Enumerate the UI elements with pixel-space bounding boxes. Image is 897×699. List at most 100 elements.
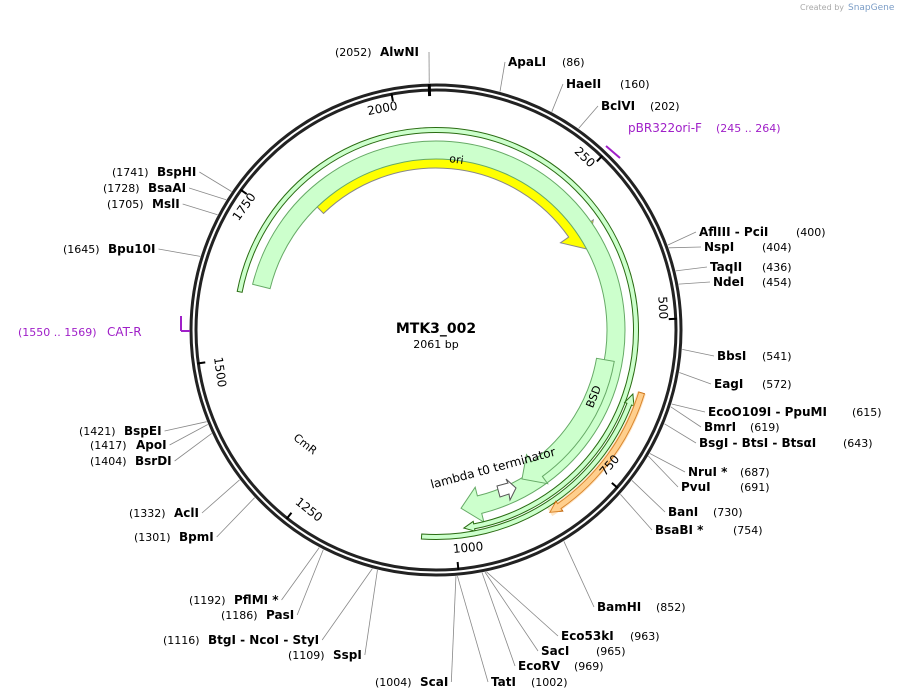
primer-range: (245 .. 264) — [716, 122, 781, 135]
site-name: BsaAI — [148, 181, 186, 195]
site-name: TaqII — [710, 260, 742, 274]
site-name: NruI * — [688, 465, 728, 479]
site-position: (1645) — [63, 243, 100, 256]
site-leader — [281, 547, 320, 601]
site-position: (852) — [656, 601, 686, 614]
site-leader — [484, 571, 539, 652]
site-name: BclVI — [601, 99, 635, 113]
site-name: EagI — [714, 377, 743, 391]
site-name: BspEI — [124, 424, 162, 438]
site-name: PasI — [266, 608, 294, 622]
site-leader — [321, 568, 373, 641]
site-name: ApaLI — [508, 55, 546, 69]
site-name: AclI — [174, 506, 199, 520]
site-name: ScaI — [420, 675, 448, 689]
site-leader — [164, 421, 207, 432]
ruler-label: 500 — [655, 296, 670, 320]
site-position: (1109) — [288, 649, 325, 662]
bsd-arrow — [521, 357, 615, 485]
site-position: (400) — [796, 226, 826, 239]
site-leader — [450, 576, 457, 683]
feature-shapes — [236, 127, 646, 540]
site-position: (1705) — [107, 198, 144, 211]
site-leader — [678, 281, 711, 285]
site-position: (687) — [740, 466, 770, 479]
site-name: TatI — [491, 675, 516, 689]
orange-arrow — [549, 391, 646, 513]
site-leader — [668, 246, 702, 249]
green-arrow — [236, 127, 639, 532]
site-name: BamHI — [597, 600, 641, 614]
primer-name: pBR322ori-F — [628, 121, 702, 135]
ruler-tick — [596, 154, 604, 163]
site-position: (86) — [562, 56, 585, 69]
site-leader — [620, 494, 653, 531]
site-name: BspHI — [157, 165, 196, 179]
site-position: (404) — [762, 241, 792, 254]
site-position: (1002) — [531, 676, 568, 689]
site-leader — [199, 171, 232, 192]
site-name: BpmI — [179, 530, 214, 544]
backbone-outer — [189, 83, 683, 577]
site-leader — [169, 424, 208, 446]
site-leader — [578, 105, 599, 129]
site-name: NspI — [704, 240, 734, 254]
site-name: BbsI — [717, 349, 746, 363]
site-position: (643) — [843, 437, 873, 450]
terminator-arrow — [496, 478, 517, 502]
site-position: (619) — [750, 421, 780, 434]
primer-range: (1550 .. 1569) — [18, 326, 97, 339]
site-leader — [648, 455, 679, 488]
site-name: BtgI - NcoI - StyI — [208, 633, 319, 647]
site-leader — [364, 569, 378, 656]
site-name: EcoRV — [518, 659, 561, 673]
site-leader — [499, 61, 506, 92]
watermark-brand: SnapGene — [848, 3, 895, 13]
site-leader — [682, 348, 715, 357]
site-position: (1728) — [103, 182, 140, 195]
site-leader — [563, 541, 595, 608]
site-leader — [201, 479, 240, 514]
site-name: SacI — [541, 644, 569, 658]
site-name: Eco53kI — [561, 629, 614, 643]
ruler-label: 1000 — [452, 539, 484, 556]
site-leader — [296, 549, 324, 616]
site-position: (2052) — [335, 46, 372, 59]
site-leader — [216, 497, 255, 538]
ruler-tick — [285, 512, 293, 520]
site-name: BsrDI — [135, 454, 172, 468]
site-leader — [631, 480, 666, 513]
site-leader — [486, 571, 559, 637]
site-leader — [551, 83, 564, 112]
plasmid-name: MTK3_002 — [396, 321, 476, 337]
site-leader — [667, 231, 697, 246]
site-position: (541) — [762, 350, 792, 363]
orange-glow — [547, 391, 646, 517]
site-leader — [182, 203, 218, 216]
site-leader — [174, 433, 212, 462]
site-position: (160) — [620, 78, 650, 91]
site-position: (615) — [852, 406, 882, 419]
site-name: BsaBI * — [655, 523, 704, 537]
feature-label: CmR — [291, 431, 320, 457]
site-leader — [158, 248, 201, 257]
site-name: BanI — [668, 505, 698, 519]
site-leader — [189, 187, 227, 201]
primer-name: CAT-R — [107, 325, 142, 339]
backbone-inner — [194, 88, 678, 572]
site-name: HaeII — [566, 77, 601, 91]
site-leader — [675, 266, 708, 272]
feature-label: ori — [448, 152, 464, 167]
site-name: PvuI — [681, 480, 711, 494]
ruler-tick — [239, 188, 248, 195]
plasmid-length: 2061 bp — [413, 338, 458, 351]
ruler-tick — [197, 361, 206, 365]
site-position: (454) — [762, 276, 792, 289]
site-name: AflIII - PciI — [699, 225, 768, 239]
site-name: AlwNI — [380, 45, 419, 59]
site-leader — [481, 572, 516, 667]
site-leader — [670, 406, 702, 428]
ruler-tick — [611, 482, 619, 489]
site-position: (1332) — [129, 507, 166, 520]
